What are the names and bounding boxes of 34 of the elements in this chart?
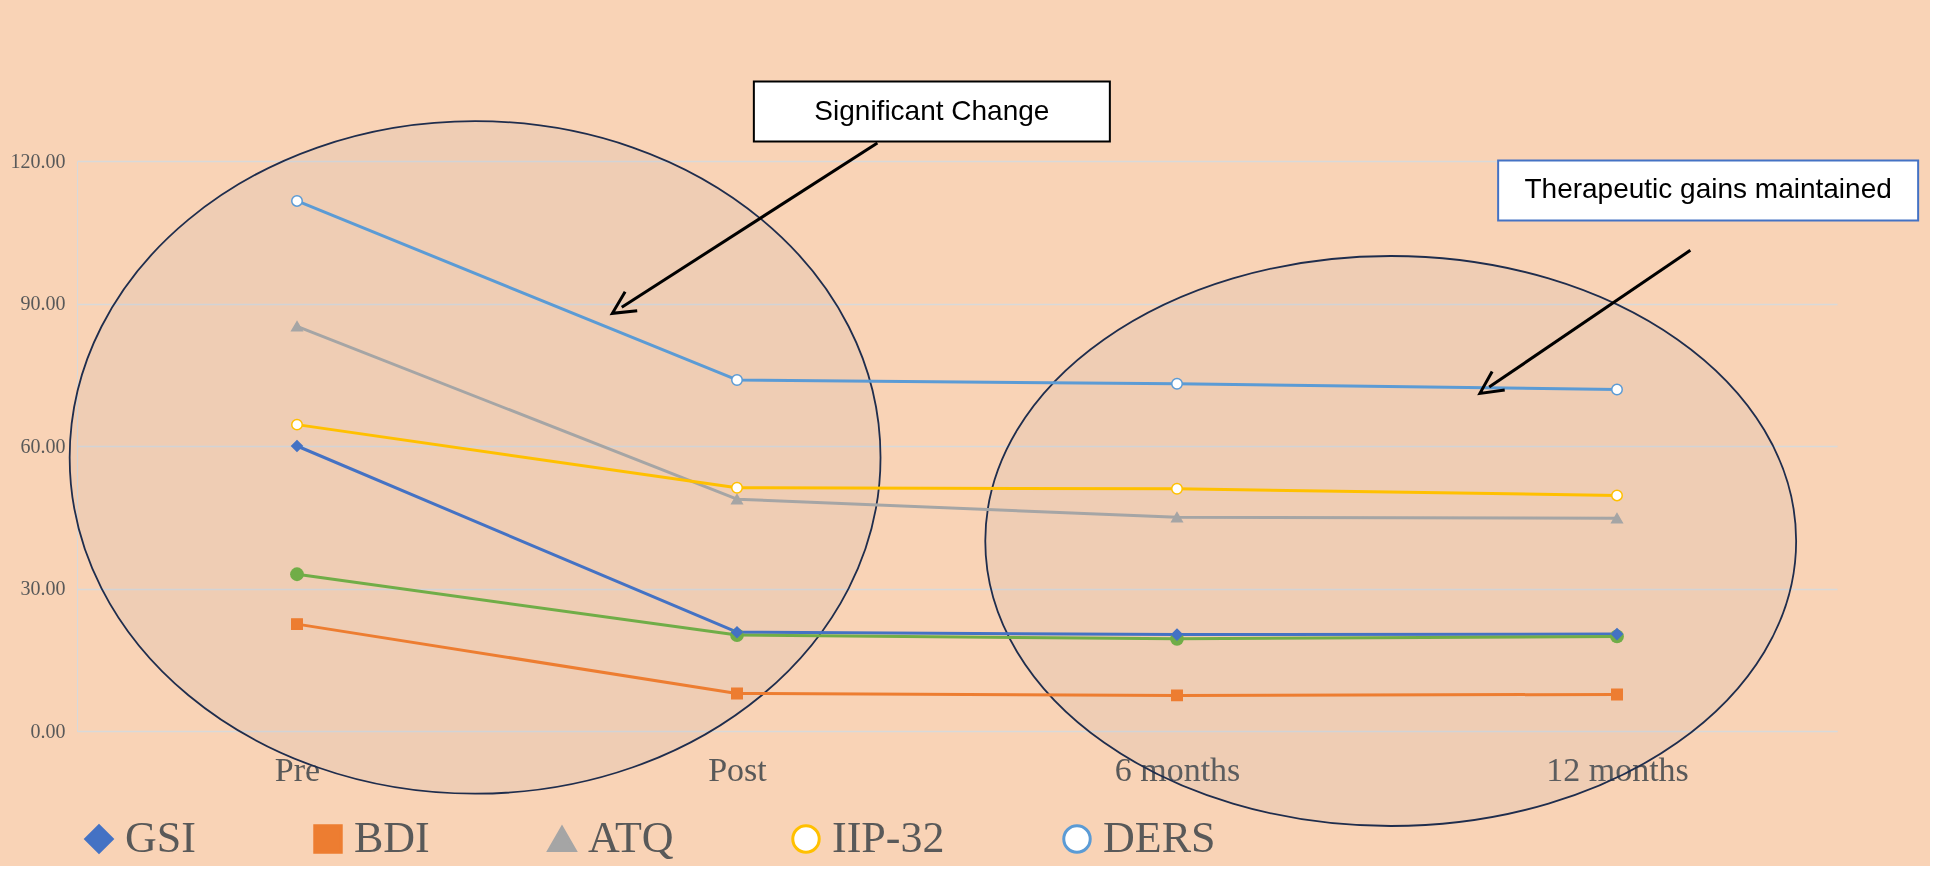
point bbox=[1611, 383, 1623, 396]
legend-label: GSI bbox=[125, 813, 196, 862]
point bbox=[1611, 512, 1623, 524]
y-tick-label: 90.00 bbox=[20, 292, 66, 314]
y-tick-label: 60.00 bbox=[20, 434, 66, 457]
point bbox=[731, 373, 743, 386]
point bbox=[291, 321, 303, 332]
point bbox=[1171, 689, 1183, 702]
point bbox=[1171, 482, 1183, 495]
point bbox=[1611, 489, 1623, 502]
point bbox=[731, 493, 743, 505]
point bbox=[1171, 511, 1183, 523]
annotation: Therapeutic gains maintained bbox=[1524, 173, 1892, 205]
x-tick-label: Post bbox=[708, 750, 768, 788]
y-tick-label: 30.00 bbox=[20, 577, 66, 599]
point bbox=[1171, 377, 1183, 390]
point bbox=[291, 418, 303, 431]
legend-label: IIP-32 bbox=[832, 813, 945, 862]
point bbox=[291, 194, 303, 207]
legend-label: ATQ bbox=[588, 813, 674, 862]
x-tick-label: 6 months bbox=[1114, 750, 1241, 788]
point bbox=[291, 618, 303, 631]
y-tick-label: 120.00 bbox=[10, 149, 66, 172]
y-tick-label: 0.00 bbox=[30, 719, 66, 742]
point bbox=[1171, 628, 1183, 641]
legend-label: BDI bbox=[354, 813, 430, 862]
text: Significant Change bbox=[814, 94, 1050, 126]
legend-label: DERS bbox=[1103, 813, 1216, 862]
x-tick-label: Pre bbox=[274, 750, 321, 788]
point bbox=[291, 440, 303, 452]
point bbox=[731, 687, 743, 700]
point bbox=[1611, 688, 1623, 701]
point bbox=[731, 481, 743, 494]
point bbox=[290, 567, 304, 582]
